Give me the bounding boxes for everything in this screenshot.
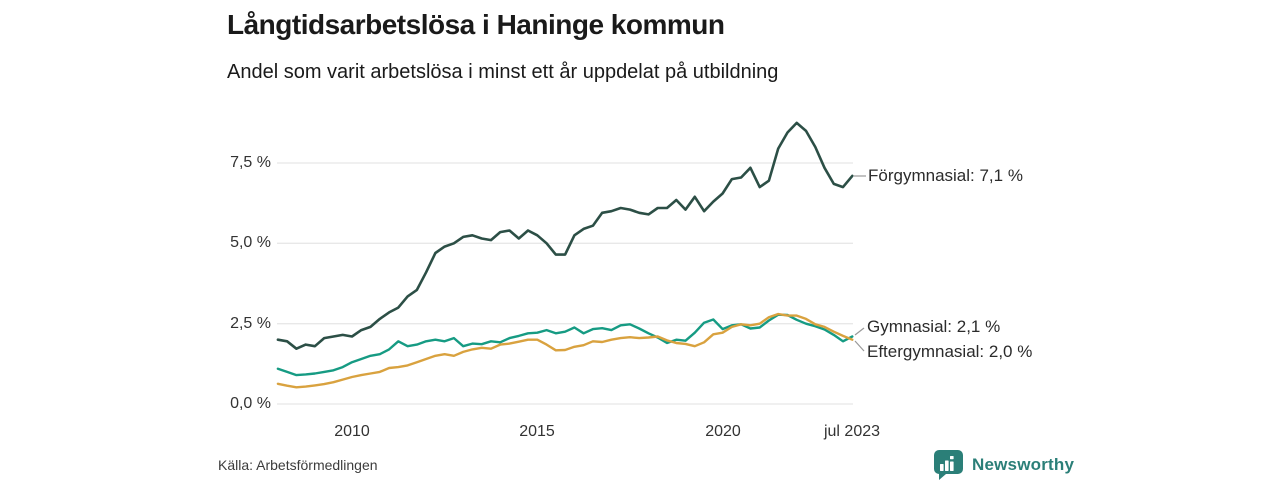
series-end-label: Eftergymnasial: 2,0 % <box>867 342 1033 361</box>
annotation-leader-lines <box>854 175 866 352</box>
x-axis-tick-label: 2010 <box>334 423 370 440</box>
y-axis-tick-label: 0,0 % <box>230 395 271 412</box>
series-line-gymnasial <box>276 313 854 377</box>
y-axis-tick-label: 7,5 % <box>230 154 271 171</box>
chart-subtitle: Andel som varit arbetslösa i minst ett å… <box>227 61 779 83</box>
x-axis-tick-label: 2020 <box>705 423 741 440</box>
x-axis-tick-label: jul 2023 <box>823 423 881 440</box>
source-note: Källa: Arbetsförmedlingen <box>218 457 378 473</box>
series-line-förgymnasial <box>276 121 854 351</box>
brand-lockup: Newsworthy <box>933 449 1074 480</box>
chart-title: Långtidsarbetslösa i Haninge kommun <box>227 9 725 40</box>
x-axis-tick-label: 2015 <box>519 423 555 440</box>
y-axis-tick-label: 5,0 % <box>230 234 271 251</box>
gridlines <box>277 162 853 405</box>
series-line-eftergymnasial <box>276 312 854 389</box>
y-axis-tick-label: 2,5 % <box>230 315 271 332</box>
brand-name: Newsworthy <box>972 454 1075 474</box>
leader-line <box>854 340 865 352</box>
series-end-label: Förgymnasial: 7,1 % <box>868 166 1023 185</box>
bar-chart-speech-bubble-icon <box>934 450 963 480</box>
leader-line <box>854 327 865 336</box>
series-end-label: Gymnasial: 2,1 % <box>867 317 1001 336</box>
series-lines <box>276 121 854 389</box>
